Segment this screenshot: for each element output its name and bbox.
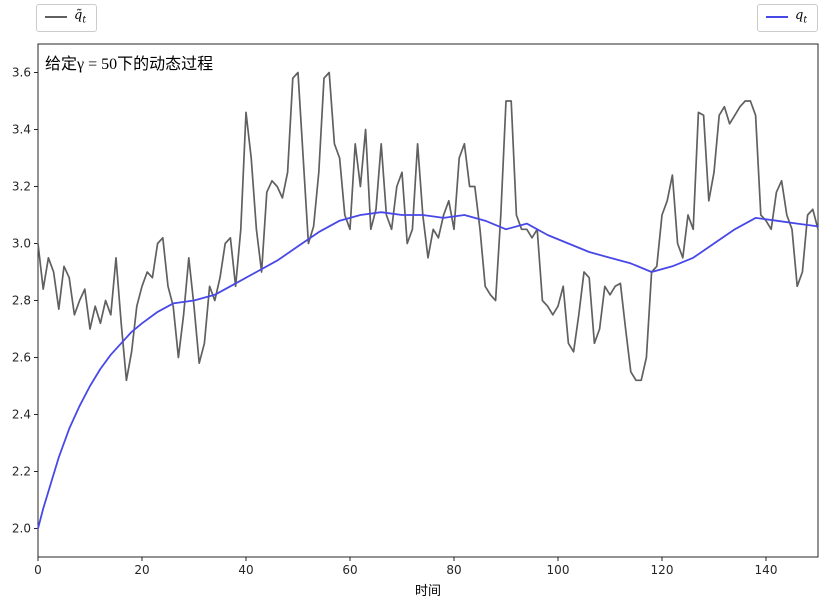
y-tick-label: 2.8 xyxy=(12,294,31,308)
plot-title-annotation: 给定γ = 50下的动态过程 xyxy=(45,56,214,73)
series-line-qt xyxy=(37,211,819,530)
x-tick-label: 40 xyxy=(238,563,253,577)
y-tick-label: 3.6 xyxy=(12,66,31,80)
x-tick-label: 100 xyxy=(547,563,570,577)
legend-qtilde-base: q̃ xyxy=(74,8,83,23)
x-tick-label: 80 xyxy=(446,563,461,577)
legend-swatch-blue xyxy=(766,16,789,19)
legend-qtilde: q̃t xyxy=(36,4,97,32)
x-tick-label: 60 xyxy=(342,563,357,577)
legend-q-sub: t xyxy=(803,15,807,26)
legend-q: qt xyxy=(757,4,818,32)
axes-frame xyxy=(37,43,819,558)
legend-swatch-gray xyxy=(45,16,67,19)
y-tick-label: 2.6 xyxy=(12,351,31,365)
y-tick-label: 3.0 xyxy=(12,237,31,251)
x-tick-label: 120 xyxy=(651,563,674,577)
y-tick-label: 2.0 xyxy=(12,522,31,536)
legend-qtilde-sub: t xyxy=(82,15,86,26)
series-line-q̃t xyxy=(37,71,819,382)
legend-label-q: qt xyxy=(795,9,807,26)
x-axis-label: 时间 xyxy=(414,583,441,598)
x-tick-label: 0 xyxy=(34,563,42,577)
y-tick-label: 3.4 xyxy=(12,123,31,137)
y-tick-label: 3.2 xyxy=(12,180,31,194)
x-tick-label: 20 xyxy=(134,563,149,577)
y-tick-label: 2.2 xyxy=(12,465,31,479)
y-tick-label: 2.4 xyxy=(12,408,31,422)
x-tick-label: 140 xyxy=(755,563,778,577)
legend-label-qtilde: q̃t xyxy=(74,9,86,26)
legend-q-base: q xyxy=(795,8,804,23)
